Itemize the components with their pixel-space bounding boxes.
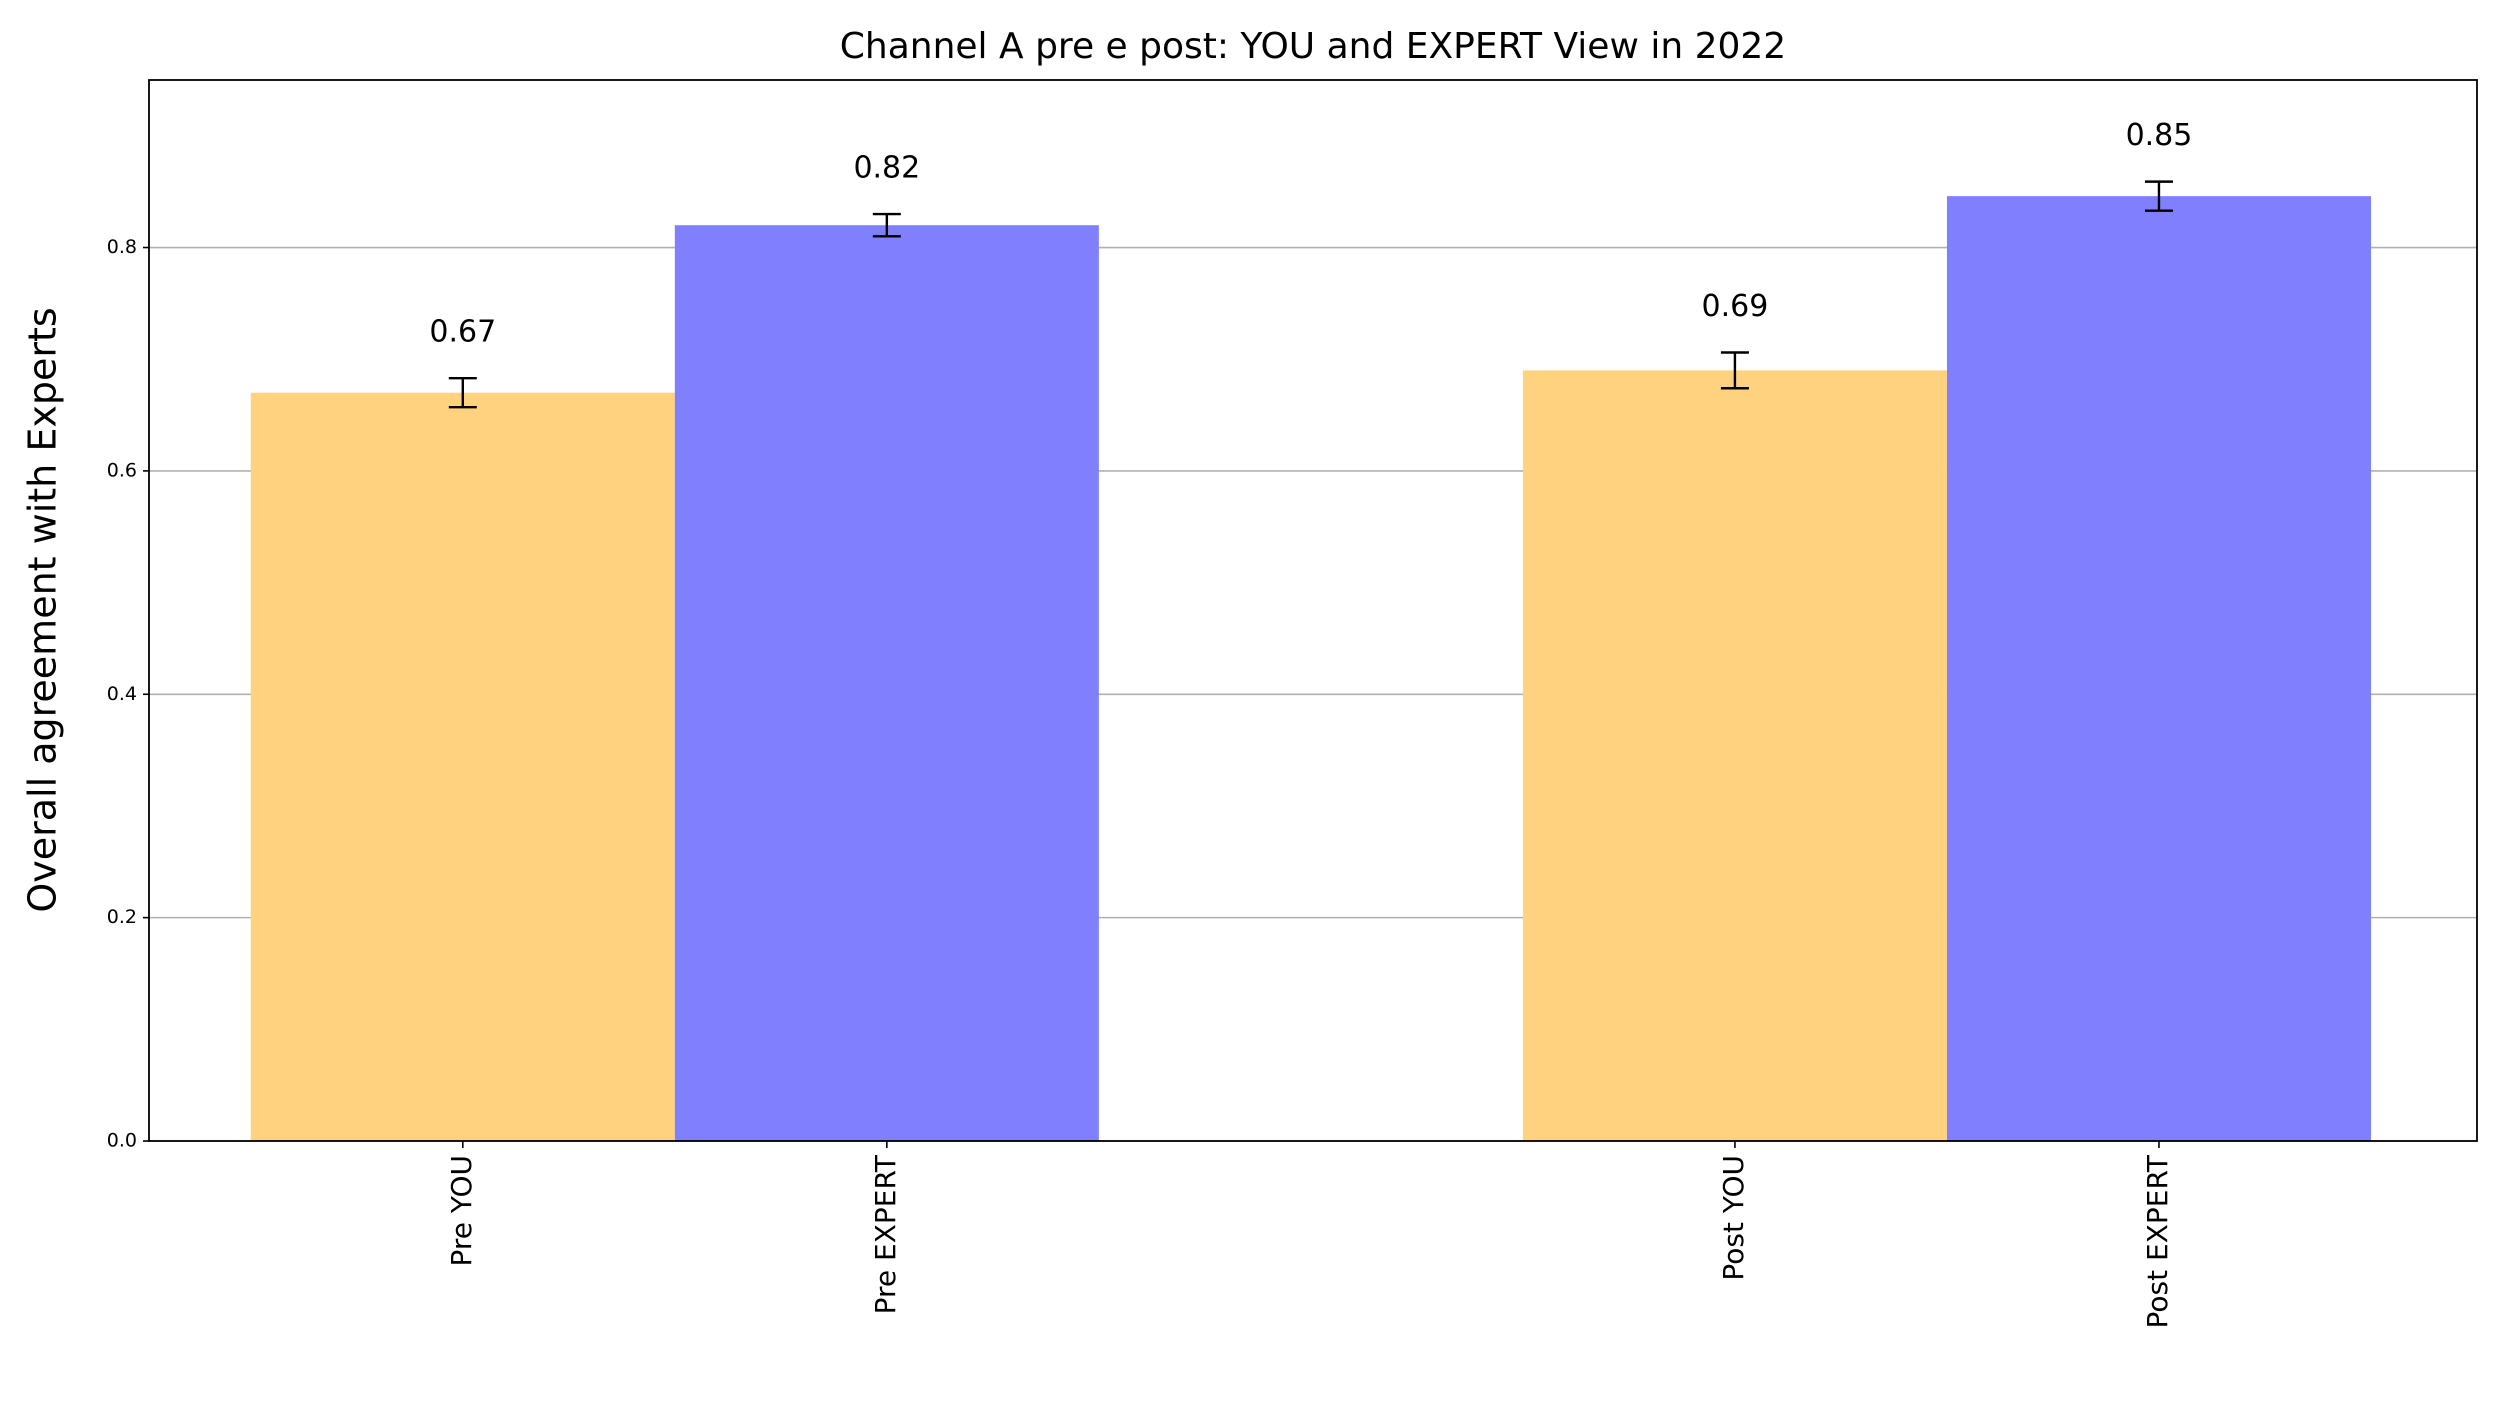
chart-title: Channel A pre e post: YOU and EXPERT Vie… bbox=[840, 26, 1786, 67]
bar bbox=[674, 225, 1099, 1142]
y-tick-label: 0.2 bbox=[107, 906, 137, 928]
bar bbox=[1522, 370, 1947, 1142]
plot-frame bbox=[148, 79, 2478, 1142]
y-axis-label: Overall agreement with Experts bbox=[21, 307, 65, 912]
x-tick-label: Pre YOU bbox=[445, 1155, 478, 1267]
x-tick-label: Post EXPERT bbox=[2141, 1154, 2174, 1328]
bar bbox=[1946, 196, 2371, 1141]
value-label: 0.67 bbox=[429, 315, 496, 350]
x-tick-label: Post YOU bbox=[1717, 1155, 1750, 1281]
y-tick-label: 0.8 bbox=[107, 236, 137, 258]
value-label: 0.69 bbox=[1702, 289, 1769, 324]
bar bbox=[250, 392, 675, 1141]
value-label: 0.82 bbox=[853, 151, 920, 186]
x-tick-label: Pre EXPERT bbox=[869, 1154, 902, 1314]
y-tick-label: 0.4 bbox=[107, 683, 137, 705]
value-label: 0.85 bbox=[2126, 118, 2193, 153]
y-tick-label: 0.0 bbox=[107, 1130, 137, 1152]
y-tick-label: 0.6 bbox=[107, 459, 137, 481]
